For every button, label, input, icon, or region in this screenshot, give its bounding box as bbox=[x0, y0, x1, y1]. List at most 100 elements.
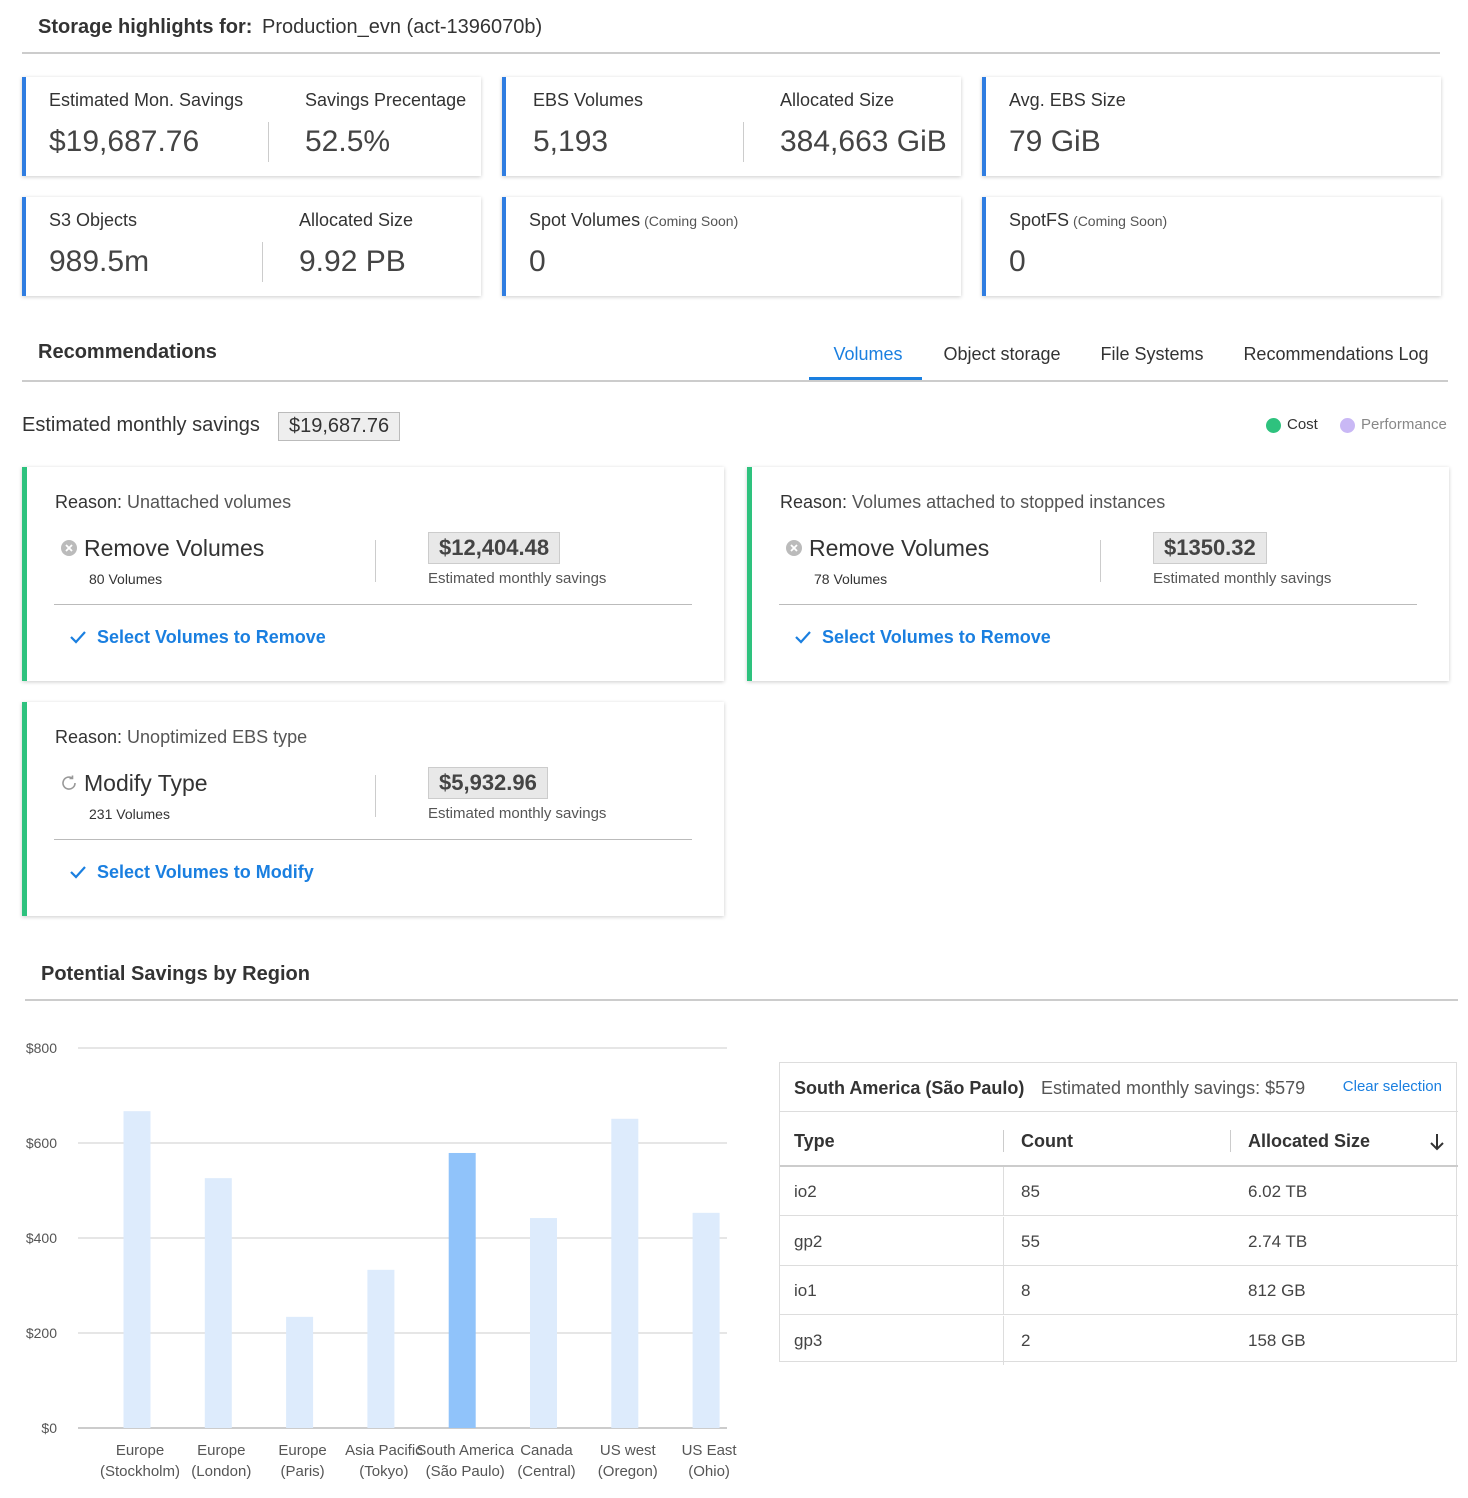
stat-label-text: S3 Objects bbox=[49, 210, 138, 230]
active-tab-indicator bbox=[809, 377, 922, 380]
column-separator bbox=[1003, 1130, 1004, 1152]
divider bbox=[54, 604, 692, 605]
y-tick-label: $800 bbox=[26, 1040, 57, 1056]
stat-value: $19,687.76 bbox=[49, 125, 200, 158]
reason-label: Reason: bbox=[780, 492, 848, 512]
column-header[interactable]: Count bbox=[1021, 1131, 1073, 1151]
x-tick-label: (Ohio) bbox=[688, 1463, 730, 1480]
table-cell: 158 GB bbox=[1248, 1330, 1306, 1350]
stat-divider bbox=[268, 122, 269, 162]
table-title: South America (São Paulo) bbox=[794, 1078, 1025, 1098]
table-cell: io1 bbox=[794, 1281, 817, 1300]
select-link[interactable]: Select Volumes to Remove bbox=[822, 627, 1051, 647]
stat-card: SpotFS (Coming Soon) 0 bbox=[982, 197, 1441, 296]
tab[interactable]: Volumes bbox=[833, 344, 903, 364]
x-tick-label: Canada bbox=[520, 1442, 573, 1459]
x-tick-label: (Paris) bbox=[281, 1463, 325, 1480]
stat-value: 0 bbox=[1009, 245, 1026, 278]
tab[interactable]: Recommendations Log bbox=[1243, 344, 1429, 364]
clear-selection[interactable]: Clear selection bbox=[1342, 1078, 1442, 1095]
action: Remove Volumes bbox=[809, 535, 990, 561]
x-tick-label: South America bbox=[416, 1442, 514, 1459]
volume-count: 78 Volumes bbox=[814, 571, 888, 587]
bar bbox=[530, 1218, 557, 1428]
divider bbox=[1100, 540, 1101, 582]
stat-value: 52.5% bbox=[305, 125, 391, 158]
tab[interactable]: File Systems bbox=[1100, 344, 1204, 364]
column-separator bbox=[1230, 1130, 1231, 1152]
stat-divider bbox=[743, 122, 744, 162]
bar bbox=[123, 1111, 151, 1428]
column-separator bbox=[1003, 1266, 1004, 1315]
modify-icon bbox=[62, 775, 76, 790]
stat-label-text: EBS Volumes bbox=[533, 90, 644, 110]
select-link[interactable]: Select Volumes to Modify bbox=[97, 862, 314, 882]
stat-label: EBS Volumes bbox=[533, 90, 643, 111]
stat-label-text: Estimated Mon. Savings bbox=[49, 90, 244, 110]
card-savings: $12,404.48 bbox=[428, 532, 561, 564]
reason: Reason: Volumes attached to stopped insta… bbox=[780, 492, 1165, 513]
savings-label: Estimated monthly savings bbox=[22, 414, 260, 436]
legend-label: Cost bbox=[1287, 416, 1318, 433]
x-tick-label: (Stockholm) bbox=[100, 1463, 180, 1480]
y-tick-label: $400 bbox=[26, 1230, 57, 1246]
y-tick-label: $200 bbox=[26, 1325, 57, 1341]
column-header[interactable]: Allocated Size bbox=[1248, 1131, 1371, 1151]
header-label: Storage highlights for: bbox=[38, 16, 253, 38]
column-separator bbox=[1003, 1111, 1004, 1167]
column-separator bbox=[1003, 1216, 1004, 1266]
card-savings: $5,932.96 bbox=[428, 767, 548, 799]
card-savings-label: Estimated monthly savings bbox=[1153, 570, 1332, 587]
select-link[interactable]: Select Volumes to Remove bbox=[97, 627, 326, 647]
x-tick-label: US west bbox=[600, 1442, 657, 1459]
reason: Reason: Unattached volumes bbox=[55, 492, 291, 513]
reason: Volumes attached to stopped instances bbox=[852, 492, 1166, 512]
legend-dot bbox=[1266, 418, 1281, 433]
y-tick-label: $0 bbox=[41, 1420, 57, 1436]
divider bbox=[375, 775, 376, 817]
legend-dot bbox=[1340, 418, 1355, 433]
stat-label: Estimated Mon. Savings bbox=[49, 90, 243, 111]
header: Storage highlights for: Production_evn (… bbox=[38, 16, 542, 39]
region-table: South America (São Paulo) Estimated month… bbox=[779, 1062, 1458, 1365]
x-tick-label: US East bbox=[682, 1442, 738, 1459]
recommendation-card: Reason: Volumes attached to stopped insta… bbox=[747, 467, 1449, 681]
stat-label: S3 Objects bbox=[49, 210, 137, 231]
table-cell: 8 bbox=[1021, 1281, 1031, 1300]
tab[interactable]: Object storage bbox=[943, 344, 1061, 364]
table-cell: 2 bbox=[1021, 1330, 1031, 1350]
check-icon bbox=[70, 866, 86, 879]
remove-icon bbox=[786, 540, 802, 556]
stat-label-text: Allocated Size bbox=[780, 90, 895, 110]
reason: Unattached volumes bbox=[127, 492, 292, 512]
bar bbox=[286, 1316, 314, 1428]
sort-icon bbox=[1430, 1134, 1444, 1151]
bar bbox=[448, 1152, 476, 1428]
divider bbox=[780, 1111, 1458, 1112]
legend-label: Performance bbox=[1361, 416, 1447, 433]
reason-label: Reason: bbox=[55, 727, 123, 747]
stat-label: Allocated Size bbox=[299, 210, 413, 231]
stat-label: SpotFS (Coming Soon) bbox=[1009, 210, 1167, 231]
column-header[interactable]: Type bbox=[794, 1131, 835, 1151]
divider bbox=[780, 1165, 1458, 1167]
stat-card: Estimated Mon. Savings $19,687.76 Savings … bbox=[22, 77, 481, 176]
stat-label-text: Savings Precentage bbox=[305, 90, 467, 110]
stat-card: Spot Volumes (Coming Soon) 0 bbox=[502, 197, 961, 296]
table-cell: 2.74 TB bbox=[1248, 1231, 1308, 1251]
check bbox=[70, 866, 86, 879]
table-savings: Estimated monthly savings: $579 bbox=[1041, 1078, 1306, 1098]
divider bbox=[22, 52, 1440, 54]
section-title: Potential Savings by Region bbox=[41, 963, 310, 985]
action: Remove Volumes bbox=[84, 535, 265, 561]
table-cell: 55 bbox=[1021, 1231, 1040, 1251]
card-savings-label: Estimated monthly savings bbox=[428, 805, 607, 822]
x-tick-label: Asia Pacific bbox=[345, 1442, 423, 1459]
icon-x bbox=[65, 544, 73, 552]
icon-x bbox=[790, 544, 798, 552]
x-tick-label: Europe bbox=[278, 1442, 326, 1459]
x-tick-label: Europe bbox=[116, 1442, 164, 1459]
table-cell: 85 bbox=[1021, 1182, 1040, 1201]
bar bbox=[204, 1178, 232, 1428]
